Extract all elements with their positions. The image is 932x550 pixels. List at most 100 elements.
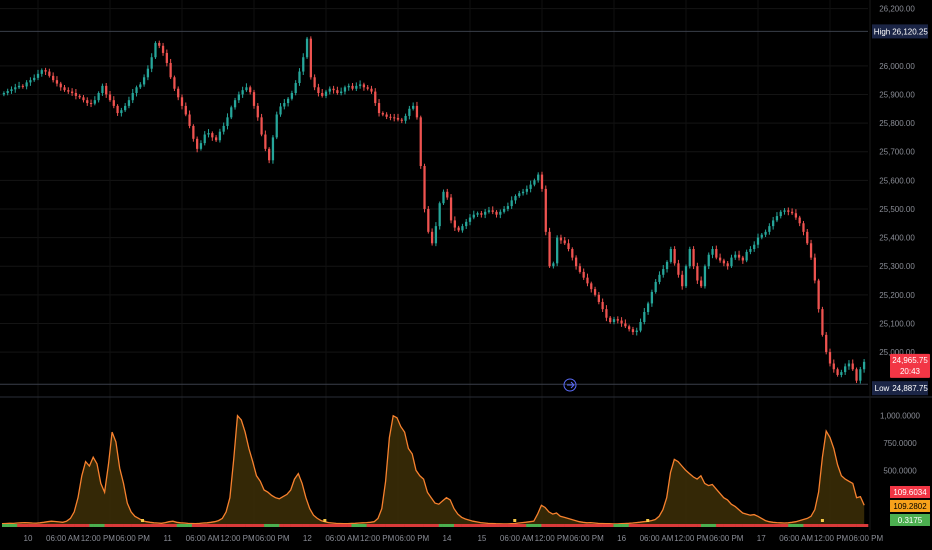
candle-body: [370, 88, 373, 92]
candle-body: [753, 244, 756, 250]
oscillator-baseline-bar: [58, 524, 64, 527]
signal-marker: [646, 519, 650, 522]
high-tag-value-bg: [892, 24, 928, 39]
candle-body: [309, 38, 312, 78]
goto-realtime-icon[interactable]: [563, 378, 577, 392]
high-tag-label-bg: [872, 24, 892, 39]
candle-body: [260, 117, 263, 135]
candle-body: [518, 193, 521, 197]
candle-body: [646, 303, 650, 312]
oscillator-baseline-bar: [495, 524, 500, 527]
candle-body: [862, 361, 866, 370]
candle-body: [696, 266, 699, 281]
candle-body: [449, 197, 453, 221]
candle-body: [241, 90, 244, 95]
oscillator-baseline-bar: [541, 524, 546, 527]
oscillator-baseline-bar: [188, 524, 193, 527]
oscillator-baseline-bar: [131, 524, 136, 527]
candle-body: [715, 249, 718, 258]
candle-body: [484, 211, 487, 215]
time-tick-label: 06:00 AM: [325, 534, 359, 543]
oscillator-baseline-bar: [96, 524, 102, 527]
oscillator-baseline-bar: [731, 524, 736, 527]
candle-body: [567, 243, 570, 250]
oscillator-baseline-bar: [294, 524, 299, 527]
candle-body: [783, 210, 786, 212]
candle-body: [218, 131, 222, 141]
candle-body: [252, 92, 256, 106]
oscillator-baseline-bar: [799, 524, 804, 527]
candle-body: [48, 71, 51, 76]
candle-body: [684, 266, 688, 287]
candle-body: [821, 309, 824, 335]
candle-body: [10, 89, 13, 92]
candle-body: [525, 188, 528, 192]
oscillator-baseline-bar: [271, 524, 276, 527]
oscillator-baseline-bar: [685, 524, 690, 527]
oscillator-baseline-bar: [621, 524, 626, 527]
candle-body: [688, 249, 691, 267]
time-tick-label: 06:00 PM: [116, 534, 151, 543]
candle-body: [184, 105, 187, 115]
candle-body: [55, 80, 59, 84]
time-tick-label: 06:00 AM: [779, 534, 813, 543]
oscillator-baseline-bar: [480, 524, 485, 527]
last-price-value: 24,965.75: [892, 356, 928, 365]
oscillator-baseline-bar: [514, 524, 519, 527]
oscillator-baseline-bar: [229, 524, 234, 527]
candle-body: [514, 196, 517, 201]
oscillator-baseline-bar: [605, 524, 611, 527]
oscillator-baseline-bar: [472, 524, 478, 527]
oscillator-baseline-bar: [507, 524, 512, 527]
oscillator-baseline-bar: [529, 524, 535, 527]
candle-body: [158, 42, 161, 46]
time-tick-label: 06:00 PM: [849, 534, 884, 543]
oscillator-baseline-bar: [51, 524, 56, 527]
oscillator-baseline-bar: [157, 524, 162, 527]
candle-body: [108, 94, 112, 101]
oscillator-tick-label: 500.0000: [883, 466, 917, 475]
candle-body: [150, 57, 153, 69]
oscillator-baseline-bar: [457, 524, 462, 527]
candle-body: [351, 85, 354, 89]
oscillator-baseline-bar: [788, 524, 793, 527]
candle-body: [559, 237, 563, 241]
candle-body: [586, 277, 589, 284]
oscillator-baseline-bar: [169, 524, 174, 527]
candle-body: [859, 369, 862, 381]
candle-body: [745, 251, 748, 261]
oscillator-baseline-bar: [845, 524, 850, 527]
candle-body: [385, 114, 388, 117]
oscillator-baseline-bar: [567, 524, 573, 527]
oscillator-baseline-bar: [43, 524, 48, 527]
candle-body: [78, 95, 81, 98]
oscillator-baseline-bar: [355, 524, 360, 527]
price-tick-label: 25,700.00: [879, 148, 915, 157]
oscillator-baseline-bar: [370, 524, 375, 527]
oscillator-baseline-bar: [70, 524, 75, 527]
oscillator-baseline-bar: [548, 524, 554, 527]
low-tag-label-bg: [872, 381, 892, 396]
time-tick-label: 11: [164, 534, 173, 543]
oscillator-baseline-bar: [833, 524, 838, 527]
candle-body: [154, 42, 157, 58]
candle-body: [639, 322, 642, 331]
candle-body: [317, 87, 320, 94]
oscillator-baseline-bar: [381, 524, 386, 527]
oscillator-baseline-bar: [104, 524, 109, 527]
candle-body: [734, 254, 737, 258]
candle-body: [605, 309, 608, 318]
oscillator-baseline-bar: [283, 524, 288, 527]
candle-body: [718, 257, 722, 261]
candle-body: [70, 91, 74, 94]
oscillator-baseline-bar: [773, 524, 778, 527]
oscillator-baseline-bar: [108, 524, 113, 527]
candle-body: [692, 249, 695, 267]
candle-body: [658, 274, 661, 282]
oscillator-baseline-bar: [624, 524, 630, 527]
oscillator-value-tag: 0.3175: [890, 514, 930, 526]
oscillator-baseline-bar: [533, 524, 538, 527]
oscillator-baseline-bar: [784, 524, 789, 527]
oscillator-baseline-bar: [446, 524, 451, 527]
